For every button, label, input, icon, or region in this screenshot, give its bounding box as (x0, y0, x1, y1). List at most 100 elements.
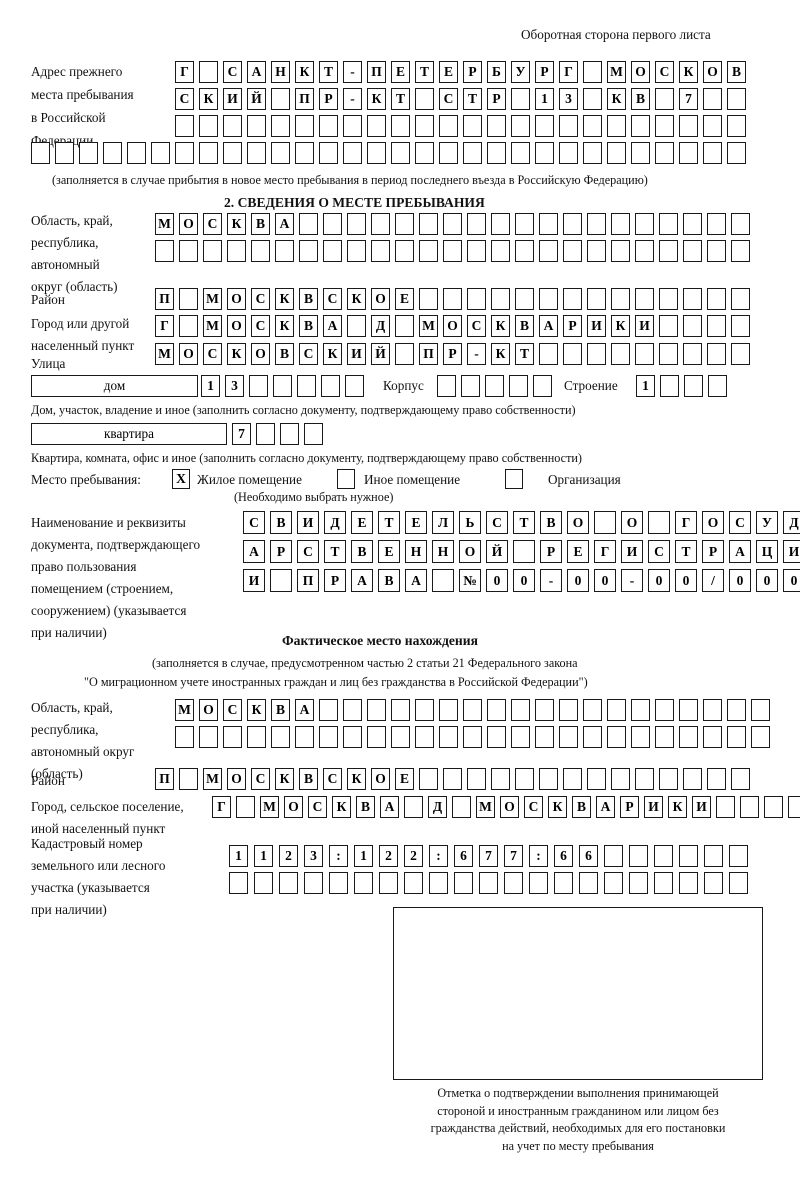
char-cell[interactable]: В (515, 315, 534, 337)
char-cell[interactable] (247, 115, 266, 137)
char-cell[interactable]: И (223, 88, 242, 110)
char-cell[interactable] (487, 699, 506, 721)
char-cell[interactable]: 6 (579, 845, 598, 867)
char-cell[interactable] (443, 240, 462, 262)
char-cell[interactable] (611, 213, 630, 235)
char-cell[interactable]: Т (378, 511, 400, 534)
char-cell[interactable]: В (299, 768, 318, 790)
char-cell[interactable] (247, 726, 266, 748)
char-cell[interactable]: К (607, 88, 626, 110)
char-cell[interactable]: С (203, 213, 222, 235)
char-cell[interactable] (731, 343, 750, 365)
char-cell[interactable]: М (155, 213, 174, 235)
char-cell[interactable] (631, 726, 650, 748)
char-cell[interactable]: К (491, 315, 510, 337)
char-cell[interactable] (727, 726, 746, 748)
char-cell[interactable] (659, 768, 678, 790)
char-cell[interactable]: М (607, 61, 626, 83)
char-cell[interactable] (631, 699, 650, 721)
char-cell[interactable] (299, 240, 318, 262)
char-cell[interactable]: В (251, 213, 270, 235)
char-cell[interactable]: - (467, 343, 486, 365)
char-cell[interactable] (629, 872, 648, 894)
char-cell[interactable] (321, 375, 340, 397)
char-cell[interactable]: О (227, 768, 246, 790)
char-cell[interactable] (655, 115, 674, 137)
char-cell[interactable] (515, 240, 534, 262)
char-cell[interactable] (251, 240, 270, 262)
char-cell[interactable] (751, 699, 770, 721)
char-cell[interactable] (684, 375, 703, 397)
char-cell[interactable] (179, 240, 198, 262)
char-cell[interactable]: К (247, 699, 266, 721)
char-cell[interactable] (654, 872, 673, 894)
char-cell[interactable] (729, 845, 748, 867)
char-cell[interactable]: В (572, 796, 591, 818)
char-cell[interactable]: А (351, 569, 373, 592)
char-cell[interactable]: И (587, 315, 606, 337)
char-cell[interactable]: № (459, 569, 481, 592)
char-cell[interactable] (635, 213, 654, 235)
char-cell[interactable] (371, 240, 390, 262)
char-cell[interactable] (103, 142, 122, 164)
char-cell[interactable]: - (540, 569, 562, 592)
char-cell[interactable]: : (429, 845, 448, 867)
char-cell[interactable] (679, 142, 698, 164)
char-cell[interactable]: 0 (729, 569, 751, 592)
char-cell[interactable] (343, 726, 362, 748)
char-cell[interactable] (654, 845, 673, 867)
char-cell[interactable]: П (295, 88, 314, 110)
char-cell[interactable]: Т (324, 540, 346, 563)
char-cell[interactable]: Г (675, 511, 697, 534)
char-cell[interactable] (607, 142, 626, 164)
char-cell[interactable] (319, 142, 338, 164)
char-cell[interactable] (395, 213, 414, 235)
char-cell[interactable] (511, 142, 530, 164)
char-cell[interactable]: 3 (559, 88, 578, 110)
char-cell[interactable] (611, 240, 630, 262)
char-cell[interactable] (151, 142, 170, 164)
char-cell[interactable] (659, 315, 678, 337)
char-cell[interactable] (437, 375, 456, 397)
char-cell[interactable] (439, 115, 458, 137)
char-cell[interactable] (559, 726, 578, 748)
char-cell[interactable]: Д (371, 315, 390, 337)
char-cell[interactable]: Т (415, 61, 434, 83)
char-cell[interactable] (731, 288, 750, 310)
char-cell[interactable] (563, 213, 582, 235)
char-cell[interactable]: И (621, 540, 643, 563)
korpus-cells[interactable] (437, 375, 552, 397)
char-cell[interactable]: О (702, 511, 724, 534)
char-cell[interactable]: С (299, 343, 318, 365)
char-cell[interactable] (199, 142, 218, 164)
char-cell[interactable]: П (419, 343, 438, 365)
char-cell[interactable] (515, 288, 534, 310)
char-cell[interactable] (703, 115, 722, 137)
char-cell[interactable] (703, 699, 722, 721)
char-cell[interactable] (319, 115, 338, 137)
char-cell[interactable] (463, 699, 482, 721)
char-cell[interactable]: Б (487, 61, 506, 83)
char-cell[interactable]: Е (395, 768, 414, 790)
char-cell[interactable] (563, 343, 582, 365)
char-cell[interactable]: Д (324, 511, 346, 534)
char-cell[interactable]: М (203, 288, 222, 310)
char-cell[interactable] (559, 142, 578, 164)
char-cell[interactable]: И (297, 511, 319, 534)
char-cell[interactable]: Т (463, 88, 482, 110)
char-cell[interactable]: Т (675, 540, 697, 563)
char-cell[interactable] (415, 115, 434, 137)
char-cell[interactable] (395, 240, 414, 262)
char-cell[interactable] (236, 796, 255, 818)
char-cell[interactable]: Е (405, 511, 427, 534)
char-cell[interactable] (683, 343, 702, 365)
char-cell[interactable]: В (351, 540, 373, 563)
char-cell[interactable]: 0 (783, 569, 800, 592)
char-cell[interactable] (683, 240, 702, 262)
char-cell[interactable] (379, 872, 398, 894)
char-cell[interactable]: 6 (454, 845, 473, 867)
char-cell[interactable]: 1 (254, 845, 273, 867)
